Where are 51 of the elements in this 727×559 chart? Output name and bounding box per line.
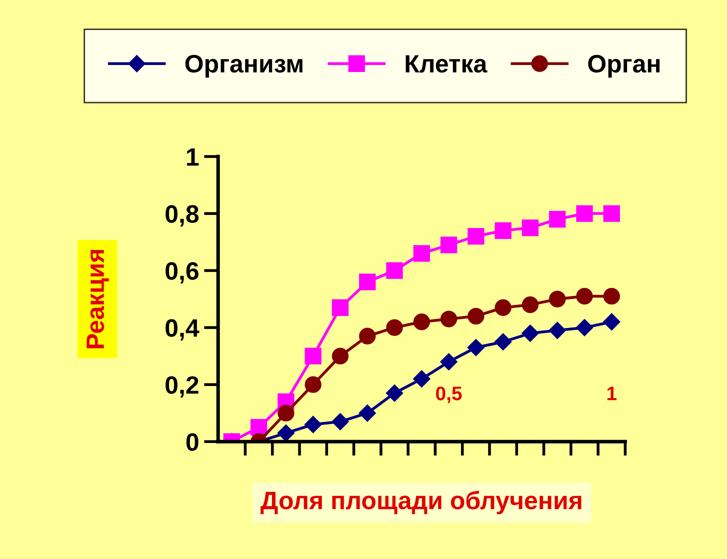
point	[413, 314, 430, 330]
point	[332, 299, 349, 316]
point	[548, 322, 566, 339]
point	[359, 274, 376, 290]
point	[549, 290, 566, 308]
x-axis-title: Доля площади облучения	[260, 490, 582, 514]
point	[358, 404, 376, 422]
point	[250, 419, 268, 436]
y-tick-label: 1	[187, 148, 199, 166]
point	[304, 348, 322, 364]
legend-label: Организм	[185, 54, 302, 78]
point	[386, 262, 403, 279]
point	[386, 319, 403, 336]
point	[413, 245, 430, 262]
point	[278, 404, 294, 422]
point	[332, 413, 349, 430]
y-tick-label: 0	[186, 433, 198, 451]
point	[467, 338, 484, 356]
y-tick-label: 0,6	[166, 262, 198, 284]
x-tick-label: 0,5	[436, 386, 462, 404]
point	[304, 416, 322, 434]
point	[413, 370, 430, 388]
point	[603, 288, 620, 305]
legend-label: Орган	[588, 54, 660, 78]
point	[603, 205, 620, 222]
point	[359, 328, 376, 344]
y-tick-label: 0,8	[166, 205, 199, 226]
y-axis-title: Реакция	[86, 250, 109, 348]
point	[440, 310, 458, 328]
point	[603, 313, 620, 330]
point	[440, 353, 458, 370]
point	[386, 384, 404, 402]
point	[576, 205, 593, 222]
point	[277, 424, 295, 442]
point	[440, 236, 458, 254]
point	[576, 288, 593, 305]
point	[522, 296, 539, 314]
point	[332, 348, 349, 364]
point	[576, 319, 594, 336]
point	[549, 210, 566, 228]
y-tick-label: 0,2	[166, 376, 198, 398]
point	[522, 219, 539, 236]
point	[468, 228, 484, 245]
point	[494, 222, 512, 239]
point	[494, 299, 512, 316]
y-tick-label: 0,4	[166, 319, 200, 341]
legend-label: Клетка	[406, 55, 488, 73]
point	[522, 324, 539, 342]
point	[304, 376, 322, 393]
point	[468, 308, 484, 325]
point	[494, 333, 512, 350]
